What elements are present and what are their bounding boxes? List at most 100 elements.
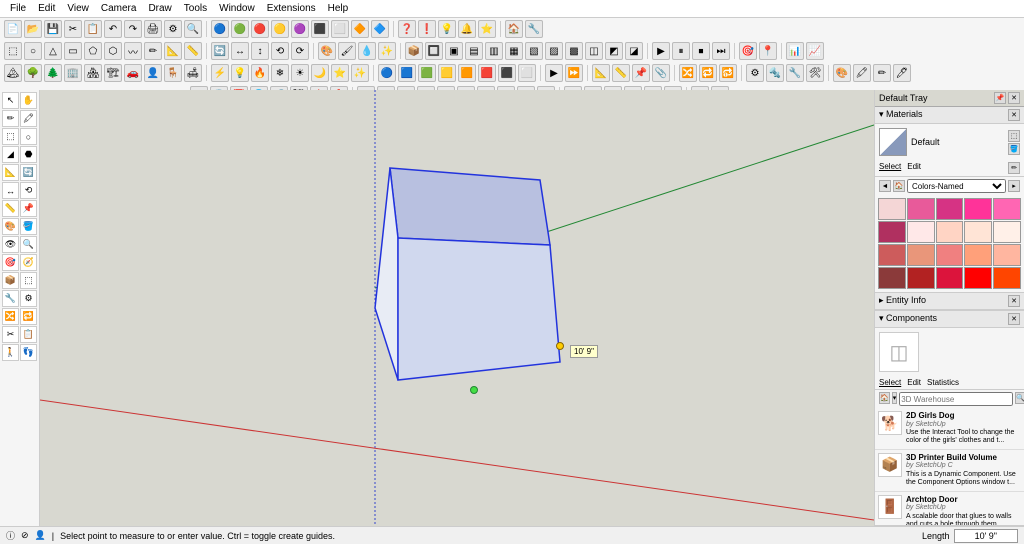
tool-button[interactable]: 🔧 (2, 290, 19, 307)
toolbar-button[interactable]: 🚗 (124, 64, 142, 82)
toolbar-button[interactable]: ✏ (873, 64, 891, 82)
tool-button[interactable]: 🔀 (2, 308, 19, 325)
toolbar-button[interactable]: ⏸ (672, 42, 690, 60)
tab-select[interactable]: Select (879, 162, 901, 174)
entity-info-header[interactable]: ▸ Entity Info ✕ (875, 293, 1024, 310)
toolbar-button[interactable]: 🔁 (699, 64, 717, 82)
toolbar-button[interactable]: ☀ (291, 64, 309, 82)
tool-button[interactable]: ⚙ (20, 290, 37, 307)
toolbar-button[interactable]: 🌳 (24, 64, 42, 82)
menu-window[interactable]: Window (213, 3, 261, 14)
toolbar-button[interactable]: 🔔 (458, 20, 476, 38)
tab-select[interactable]: Select (879, 378, 901, 387)
toolbar-button[interactable]: ▣ (445, 42, 463, 60)
toolbar-button[interactable]: 📋 (84, 20, 102, 38)
tab-edit[interactable]: Edit (907, 162, 921, 174)
viewport[interactable]: 10' 9" (40, 90, 874, 526)
color-swatch[interactable] (878, 198, 906, 220)
toolbar-button[interactable]: 📍 (759, 42, 777, 60)
tool-button[interactable]: 👁 (2, 236, 19, 253)
toolbar-button[interactable]: ⬛ (311, 20, 329, 38)
menu-extensions[interactable]: Extensions (261, 3, 322, 14)
menu-view[interactable]: View (61, 3, 95, 14)
color-swatch[interactable] (936, 244, 964, 266)
toolbar-button[interactable]: 🟣 (291, 20, 309, 38)
toolbar-button[interactable]: ❄ (271, 64, 289, 82)
menu-camera[interactable]: Camera (95, 3, 143, 14)
toolbar-button[interactable]: ↕ (251, 42, 269, 60)
toolbar-button[interactable]: 🔀 (679, 64, 697, 82)
toolbar-button[interactable]: 🟧 (458, 64, 476, 82)
toolbar-button[interactable]: ▨ (545, 42, 563, 60)
color-swatch[interactable] (878, 267, 906, 289)
toolbar-button[interactable]: 📐 (164, 42, 182, 60)
tool-button[interactable]: 🎯 (2, 254, 19, 271)
toolbar-button[interactable]: 📊 (786, 42, 804, 60)
toolbar-button[interactable]: ⬛ (498, 64, 516, 82)
toolbar-button[interactable]: 🔂 (719, 64, 737, 82)
tool-button[interactable]: 📐 (2, 164, 19, 181)
tool-button[interactable]: ○ (20, 128, 37, 145)
toolbar-button[interactable]: ▩ (565, 42, 583, 60)
color-swatch[interactable] (907, 244, 935, 266)
toolbar-button[interactable]: 🛠 (806, 64, 824, 82)
toolbar-button[interactable]: 📄 (4, 20, 22, 38)
tool-button[interactable]: 🔍 (20, 236, 37, 253)
menu-file[interactable]: File (4, 3, 32, 14)
toolbar-button[interactable]: 🏗 (104, 64, 122, 82)
tool-button[interactable]: ✏ (2, 110, 19, 127)
toolbar-button[interactable]: 🟡 (271, 20, 289, 38)
toolbar-button[interactable]: ⬜ (518, 64, 536, 82)
toolbar-button[interactable]: 🔥 (251, 64, 269, 82)
collection-dropdown[interactable]: Colors-Named (907, 179, 1006, 193)
tab-edit[interactable]: Edit (907, 378, 921, 387)
toolbar-button[interactable]: 💧 (358, 42, 376, 60)
tool-button[interactable]: 🖍 (20, 110, 37, 127)
close-icon[interactable]: ✕ (1008, 109, 1020, 121)
component-item[interactable]: 🚪Archtop Doorby SketchUpA scalable door … (875, 492, 1024, 526)
toolbar-button[interactable]: 💡 (438, 20, 456, 38)
component-item[interactable]: 📦3D Printer Build Volumeby SketchUp CThi… (875, 450, 1024, 492)
toolbar-button[interactable]: ❓ (398, 20, 416, 38)
tray-header[interactable]: Default Tray 📌 ✕ (875, 90, 1024, 107)
color-swatch[interactable] (964, 267, 992, 289)
toolbar-button[interactable]: ▤ (465, 42, 483, 60)
toolbar-button[interactable]: 🟨 (438, 64, 456, 82)
toolbar-button[interactable]: △ (44, 42, 62, 60)
color-swatch[interactable] (993, 221, 1021, 243)
toolbar-button[interactable]: ⚙ (164, 20, 182, 38)
tool-button[interactable]: 🎨 (2, 218, 19, 235)
search-input[interactable] (899, 392, 1013, 406)
toolbar-button[interactable]: 🏔 (4, 64, 22, 82)
toolbar-button[interactable]: 🔍 (184, 20, 202, 38)
toolbar-button[interactable]: 🎯 (739, 42, 757, 60)
toolbar-button[interactable]: 🔵 (211, 20, 229, 38)
toolbar-button[interactable]: 📦 (405, 42, 423, 60)
toolbar-button[interactable]: ⬡ (104, 42, 122, 60)
toolbar-button[interactable]: 🎨 (318, 42, 336, 60)
color-swatch[interactable] (936, 198, 964, 220)
toolbar-button[interactable]: ✨ (378, 42, 396, 60)
toolbar-button[interactable]: 📈 (806, 42, 824, 60)
toolbar-button[interactable]: 💡 (231, 64, 249, 82)
toolbar-button[interactable]: 🟦 (398, 64, 416, 82)
toolbar-button[interactable]: ⬚ (4, 42, 22, 60)
toolbar-button[interactable]: 🎨 (833, 64, 851, 82)
toolbar-button[interactable]: ○ (24, 42, 42, 60)
toolbar-button[interactable]: ⭐ (331, 64, 349, 82)
tool-button[interactable]: 🔁 (20, 308, 37, 325)
toolbar-button[interactable]: 🖍 (853, 64, 871, 82)
toolbar-button[interactable]: ⟲ (271, 42, 289, 60)
toolbar-button[interactable]: 📌 (632, 64, 650, 82)
search-icon[interactable]: 🔍 (1015, 392, 1024, 404)
color-swatch[interactable] (907, 267, 935, 289)
tool-button[interactable]: 📌 (20, 200, 37, 217)
color-swatch[interactable] (878, 244, 906, 266)
components-header[interactable]: ▾ Components ✕ (875, 311, 1024, 328)
toolbar-button[interactable]: 🔶 (351, 20, 369, 38)
tool-button[interactable]: ⬣ (20, 146, 37, 163)
toolbar-button[interactable]: 🔧 (786, 64, 804, 82)
color-swatch[interactable] (907, 198, 935, 220)
color-swatch[interactable] (878, 221, 906, 243)
home-icon[interactable]: 🏠 (893, 180, 905, 192)
